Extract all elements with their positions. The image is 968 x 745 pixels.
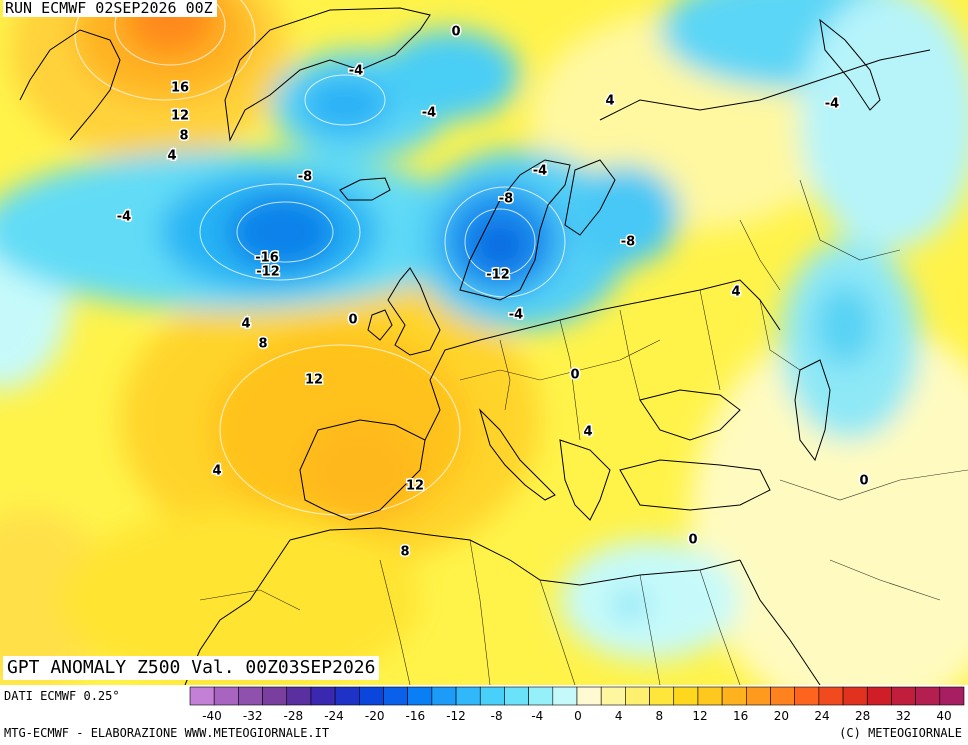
contour-label: -16 xyxy=(255,251,279,266)
colorbar-swatch xyxy=(697,686,723,706)
colorbar-swatch xyxy=(673,686,699,706)
colorbar-swatch xyxy=(891,686,916,706)
contour-label: -12 xyxy=(256,265,280,280)
colorbar-swatch xyxy=(334,686,360,706)
colorbar-swatch xyxy=(770,686,795,706)
colorbar-swatch xyxy=(939,686,965,706)
contour-label: 4 xyxy=(212,464,221,479)
colorbar-tick-label: 28 xyxy=(855,709,870,723)
colorbar-swatch xyxy=(455,686,481,706)
contour-label: 0 xyxy=(348,313,357,328)
colorbar-swatch xyxy=(213,686,239,706)
colorbar-swatch xyxy=(866,686,892,706)
colorbar-swatch xyxy=(504,686,529,706)
colorbar-swatch xyxy=(552,686,578,706)
colorbar-tick-label: 0 xyxy=(574,709,582,723)
colorbar-tick-label: -28 xyxy=(284,709,304,723)
contour-label: 0 xyxy=(859,474,868,489)
colorbar-swatch xyxy=(649,686,675,706)
contour-label: 4 xyxy=(167,149,176,164)
contour-label: 0 xyxy=(570,368,579,383)
colorbar-swatch xyxy=(818,686,844,706)
colorbar-tick-label: 20 xyxy=(774,709,789,723)
contour-label: -12 xyxy=(486,268,510,283)
colorbar-tick-label: 4 xyxy=(615,709,623,723)
contour-label: -4 xyxy=(422,106,436,121)
colorbar-swatch xyxy=(431,686,457,706)
colorbar-tick-label: 40 xyxy=(936,709,951,723)
contour-label: 8 xyxy=(258,337,267,352)
contour-label: -4 xyxy=(533,164,547,179)
footer: DATI ECMWF 0.25° -40 -32 -28 -24 -20 -16 -12 -8… xyxy=(0,685,968,745)
colorbar-swatch xyxy=(794,686,820,706)
colorbar-swatch xyxy=(600,686,626,706)
colorbar-tick-label: -32 xyxy=(243,709,263,723)
colorbar-tick-label: -20 xyxy=(365,709,385,723)
colorbar-swatch xyxy=(189,686,215,706)
contour-label: 12 xyxy=(406,479,424,494)
colorbar-tick-label: -8 xyxy=(491,709,503,723)
colorbar-swatch xyxy=(625,686,650,706)
colorbar-tick-label: 8 xyxy=(656,709,664,723)
contour-label: -4 xyxy=(825,97,839,112)
contour-label: -4 xyxy=(117,210,131,225)
colorbar-tick-label: 12 xyxy=(692,709,707,723)
copyright-label: (C) METEOGIORNALE xyxy=(839,726,962,740)
colorbar-tick-label: -40 xyxy=(202,709,222,723)
colorbar-swatch xyxy=(262,686,288,706)
contour-label: 0 xyxy=(688,533,697,548)
country-borders xyxy=(199,179,968,685)
colorbar-tick-label: -16 xyxy=(406,709,426,723)
colorbar: -40 -32 -28 -24 -20 -16 -12 -8 -4 0 4 8 12 16 20 24 28 32… xyxy=(189,686,965,723)
colorbar-swatch xyxy=(286,686,312,706)
contour-label: -4 xyxy=(349,64,363,79)
data-source-label: DATI ECMWF 0.25° xyxy=(4,689,120,703)
colorbar-tick-label: 32 xyxy=(896,709,911,723)
contour-label: 8 xyxy=(400,545,409,560)
contour-label: 4 xyxy=(605,94,614,109)
contour-label: 8 xyxy=(179,129,188,144)
colorbar-swatch xyxy=(576,686,602,706)
run-title: RUN ECMWF 02SEP2026 00Z xyxy=(3,0,217,17)
contour-label: -8 xyxy=(298,170,312,185)
colorbar-swatch xyxy=(359,686,384,706)
contour-label: 0 xyxy=(451,25,460,40)
contour-label: -4 xyxy=(509,308,523,323)
colorbar-swatch xyxy=(407,686,433,706)
colorbar-tick-label: 24 xyxy=(814,709,829,723)
colorbar-swatch xyxy=(746,686,771,706)
colorbar-swatch xyxy=(915,686,941,706)
colorbar-swatch xyxy=(721,686,747,706)
colorbar-swatch xyxy=(842,686,868,706)
anomaly-field xyxy=(0,0,968,685)
contour-label: 12 xyxy=(305,373,323,388)
contour-label: 4 xyxy=(241,317,250,332)
contour-label: -8 xyxy=(621,235,635,250)
colorbar-swatch xyxy=(479,686,505,706)
colorbar-swatch xyxy=(238,686,263,706)
contour-label: 12 xyxy=(171,109,189,124)
colorbar-swatch xyxy=(310,686,336,706)
credits-label: MTG-ECMWF - ELABORAZIONE WWW.METEOGIORNA… xyxy=(4,726,330,740)
colorbar-tick-label: -12 xyxy=(446,709,466,723)
colorbar-tick-label: -24 xyxy=(324,709,344,723)
coastlines xyxy=(19,7,931,685)
colorbar-tick-label: 16 xyxy=(733,709,748,723)
contour-lines xyxy=(74,0,566,516)
contour-label: 4 xyxy=(731,285,740,300)
map-title: GPT ANOMALY Z500 Val. 00Z03SEP2026 xyxy=(3,656,380,680)
contour-label: 4 xyxy=(583,425,592,440)
colorbar-swatch xyxy=(528,686,554,706)
colorbar-swatch xyxy=(383,686,408,706)
colorbar-tick-label: -4 xyxy=(531,709,543,723)
contour-label: 16 xyxy=(171,81,189,96)
contour-label: -8 xyxy=(499,192,513,207)
